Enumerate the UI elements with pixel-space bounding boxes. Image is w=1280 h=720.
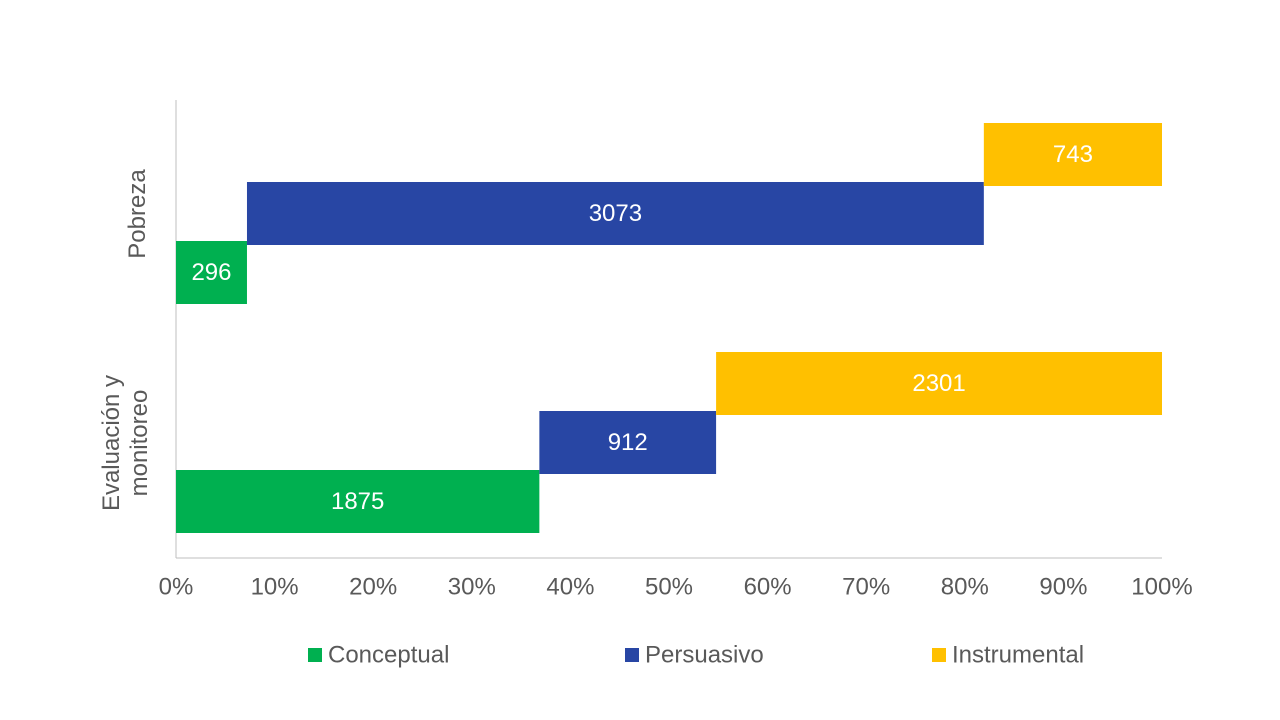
value-label: 3073: [589, 200, 642, 227]
x-tick-label: 50%: [645, 573, 693, 600]
bar: [176, 241, 247, 304]
legend-swatch: [308, 648, 322, 662]
value-label: 1875: [331, 488, 384, 515]
x-tick-label: 70%: [842, 573, 890, 600]
x-tick-label: 90%: [1039, 573, 1087, 600]
x-tick-label: 80%: [941, 573, 989, 600]
bar: [539, 411, 717, 474]
x-tick-label: 40%: [546, 573, 594, 600]
legend-label: Instrumental: [952, 641, 1084, 668]
legend-swatch: [932, 648, 946, 662]
x-tick-label: 60%: [744, 573, 792, 600]
bar: [716, 352, 1162, 415]
value-label: 2301: [912, 370, 965, 397]
y-tick-label: Pobreza: [124, 169, 151, 259]
y-tick-label: Evaluación y monitoreo: [98, 374, 153, 512]
legend-label: Persuasivo: [645, 641, 764, 668]
value-label: 743: [1053, 141, 1093, 168]
legend-label: Conceptual: [328, 641, 449, 668]
x-tick-label: 10%: [251, 573, 299, 600]
bar: [246, 182, 984, 245]
value-label: 296: [191, 259, 231, 286]
x-tick-label: 20%: [349, 573, 397, 600]
bar: [176, 470, 540, 533]
bar: [983, 123, 1162, 186]
x-tick-label: 30%: [448, 573, 496, 600]
value-label: 912: [608, 429, 648, 456]
legend-swatch: [625, 648, 639, 662]
x-tick-label: 0%: [159, 573, 194, 600]
x-tick-label: 100%: [1131, 573, 1192, 600]
